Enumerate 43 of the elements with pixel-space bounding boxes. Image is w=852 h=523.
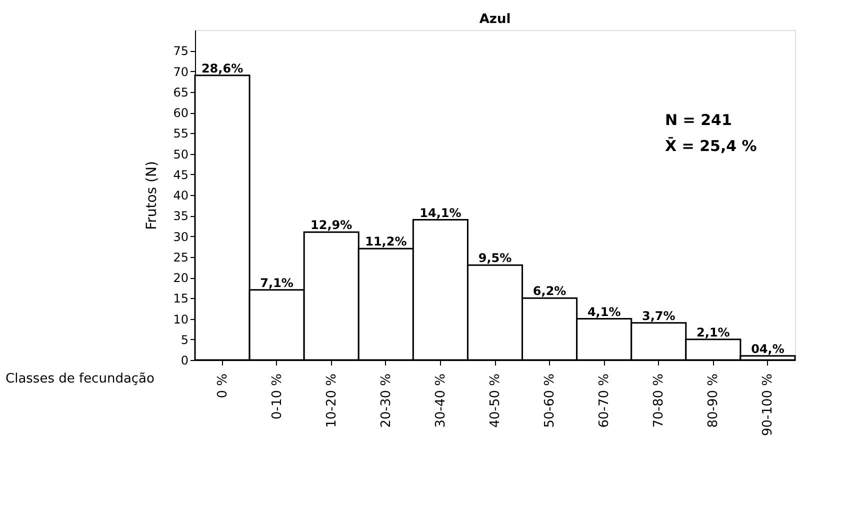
x-tick-label: 90-100 % <box>760 374 776 436</box>
y-tick-label: 75 <box>173 44 188 58</box>
annotation: X̄ = 25,4 % <box>665 136 757 155</box>
y-tick-label: 25 <box>173 250 188 264</box>
chart-title: Azul <box>479 12 511 27</box>
annotation: 14,1% <box>420 206 462 220</box>
x-tick-label: 10-20 % <box>324 374 340 428</box>
x-tick-label: 0-10 % <box>270 374 285 420</box>
y-tick-label: 50 <box>173 147 188 162</box>
x-tick-label: 50-60 % <box>542 374 558 428</box>
y-tick-label: 65 <box>173 85 188 100</box>
x-tick-label: 70-80 % <box>652 374 667 428</box>
y-tick-label: 10 <box>173 312 188 326</box>
y-tick-label: 45 <box>173 168 188 182</box>
annotation: 04,% <box>751 342 784 356</box>
x-tick-label: 80-90 % <box>706 374 722 428</box>
x-tick-label: 20-30 % <box>378 374 394 428</box>
y-tick-label: 15 <box>173 292 188 306</box>
annotation: 28,6% <box>201 61 244 76</box>
x-tick-label: 0 % <box>215 374 230 398</box>
annotation: 11,2% <box>365 234 407 249</box>
x-tick-label: 40-50 % <box>488 374 503 428</box>
annotation: 7,1% <box>260 276 294 290</box>
y-tick-label: 55 <box>173 126 188 141</box>
y-tick-label: 40 <box>173 188 188 202</box>
annotation: 9,5% <box>478 251 512 266</box>
y-tick-label: 20 <box>173 271 188 285</box>
annotation: 4,1% <box>587 304 621 319</box>
annotation: N = 241 <box>665 111 732 129</box>
y-axis-title: Frutos (N) <box>144 161 160 230</box>
annotation: 6,2% <box>532 284 566 298</box>
y-tick-label: 60 <box>173 106 188 120</box>
x-axis-title: Classes de fecundação <box>6 372 155 386</box>
y-tick-label: 30 <box>173 230 188 244</box>
annotation: 12,9% <box>310 218 352 232</box>
annotation: 2,1% <box>696 325 730 340</box>
x-tick-label: 30-40 % <box>433 374 448 428</box>
y-tick-label: 5 <box>180 332 188 347</box>
y-tick-label: 35 <box>173 209 188 224</box>
x-tick-label: 60-70 % <box>597 374 612 428</box>
annotation: 3,7% <box>642 308 676 323</box>
y-tick-label: 70 <box>173 64 188 79</box>
y-tick-label: 0 <box>180 354 188 368</box>
